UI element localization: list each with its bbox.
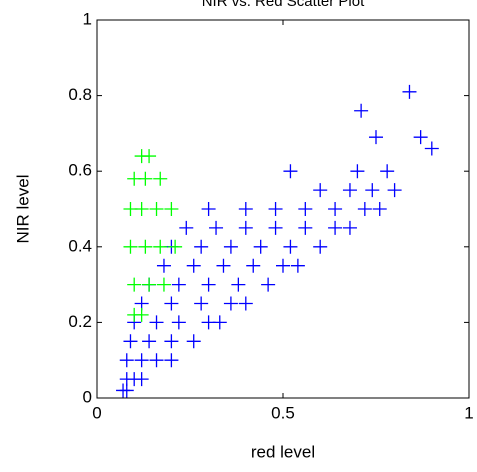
point bbox=[253, 239, 268, 254]
point bbox=[216, 258, 231, 273]
point bbox=[171, 315, 186, 330]
point bbox=[276, 258, 290, 273]
point bbox=[153, 171, 168, 186]
point bbox=[134, 202, 149, 216]
point bbox=[369, 130, 383, 145]
point bbox=[268, 202, 283, 216]
point bbox=[186, 334, 201, 349]
point bbox=[194, 296, 209, 311]
point bbox=[238, 220, 253, 235]
point bbox=[313, 183, 328, 198]
point bbox=[424, 141, 439, 156]
point bbox=[142, 277, 157, 292]
point bbox=[328, 202, 343, 216]
point bbox=[201, 202, 216, 216]
point bbox=[402, 84, 417, 99]
point bbox=[223, 296, 238, 311]
point bbox=[153, 239, 168, 254]
point bbox=[149, 202, 164, 216]
point bbox=[283, 239, 298, 254]
point bbox=[238, 296, 253, 311]
point bbox=[138, 239, 153, 254]
point bbox=[168, 239, 183, 254]
point bbox=[350, 164, 365, 179]
point bbox=[164, 353, 179, 368]
point bbox=[142, 334, 157, 349]
point bbox=[328, 220, 343, 235]
point bbox=[313, 239, 328, 254]
point bbox=[156, 258, 171, 273]
point bbox=[134, 307, 149, 322]
point bbox=[142, 149, 157, 164]
y-tick-label: 0.8 bbox=[68, 85, 92, 104]
y-axis-label: NIR level bbox=[13, 175, 32, 244]
point bbox=[283, 164, 298, 179]
point bbox=[354, 103, 369, 118]
point bbox=[138, 171, 153, 186]
point bbox=[156, 277, 171, 292]
point bbox=[171, 277, 186, 292]
point bbox=[342, 220, 357, 235]
point bbox=[246, 258, 261, 273]
point bbox=[413, 130, 428, 145]
point bbox=[342, 183, 357, 198]
x-tick-label: 1 bbox=[464, 403, 473, 422]
point bbox=[149, 353, 164, 368]
point bbox=[365, 183, 380, 198]
point bbox=[127, 277, 142, 292]
point bbox=[223, 239, 238, 254]
x-tick-label: 0 bbox=[92, 403, 101, 422]
point bbox=[357, 202, 372, 216]
y-tick-label: 0.6 bbox=[68, 161, 92, 180]
y-tick-label: 0.2 bbox=[68, 312, 92, 331]
point bbox=[149, 315, 164, 330]
point bbox=[290, 258, 305, 273]
point bbox=[238, 202, 253, 216]
point bbox=[123, 239, 138, 254]
point bbox=[231, 277, 246, 292]
y-tick-label: 1 bbox=[83, 9, 92, 28]
x-axis-label: red level bbox=[251, 442, 315, 461]
point bbox=[387, 183, 402, 198]
point bbox=[268, 220, 283, 235]
point bbox=[201, 277, 216, 292]
point bbox=[380, 164, 395, 179]
point bbox=[134, 353, 149, 368]
y-tick-label: 0 bbox=[83, 387, 92, 406]
point bbox=[209, 220, 224, 235]
y-tick-label: 0.4 bbox=[68, 236, 92, 255]
point bbox=[164, 334, 179, 349]
point bbox=[186, 258, 201, 273]
point bbox=[298, 202, 313, 216]
point bbox=[134, 372, 149, 387]
point bbox=[164, 202, 179, 216]
point bbox=[261, 277, 276, 292]
point bbox=[212, 315, 227, 330]
point bbox=[164, 296, 179, 311]
point bbox=[372, 202, 387, 216]
point bbox=[123, 334, 138, 349]
point bbox=[194, 239, 209, 254]
point bbox=[119, 353, 134, 368]
point bbox=[179, 220, 194, 235]
chart-title: NIR vs. Red Scatter Plot bbox=[202, 0, 365, 10]
point bbox=[298, 220, 313, 235]
x-tick-label: 0.5 bbox=[271, 403, 295, 422]
